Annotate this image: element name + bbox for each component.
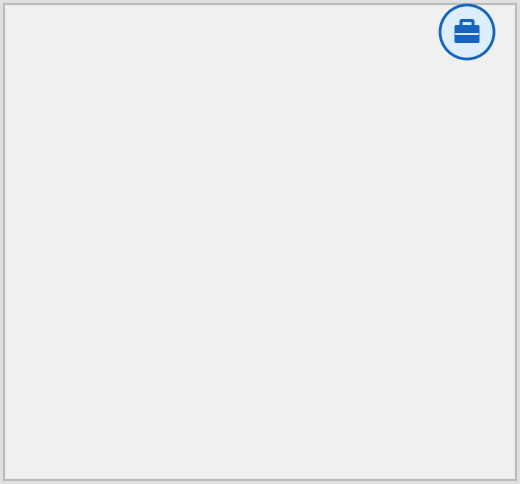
Text: Collaborate with colleagues in
a chat-based workspace: Collaborate with colleagues in a chat-ba… (144, 86, 274, 106)
Y-axis label: Impact: Impact (7, 209, 22, 266)
Text: Modernize employee processes
like time off, information requests
or business rev: Modernize employee processes like time o… (265, 313, 412, 345)
FancyBboxPatch shape (4, 4, 516, 480)
Text: Replace traditional phone
system with Cloud PBX: Replace traditional phone system with Cl… (321, 128, 432, 149)
X-axis label: Difficulty: Difficulty (245, 462, 321, 477)
Circle shape (440, 5, 494, 59)
Text: Implement Teamwork
Champions team for training
and education: Implement Teamwork Champions team for tr… (144, 281, 268, 313)
FancyBboxPatch shape (454, 25, 479, 43)
Text: Conduct training for
employees across the globe: Conduct training for employees across th… (265, 249, 386, 269)
Text: Empower and engage employees
through communities & social
networking: Empower and engage employees through com… (265, 161, 410, 193)
Text: Support new employees
in onboarding faster: Support new employees in onboarding fast… (144, 205, 249, 226)
Text: Deploy data classification and
protection with Azure
Information Protection: Deploy data classification and protectio… (326, 206, 456, 238)
